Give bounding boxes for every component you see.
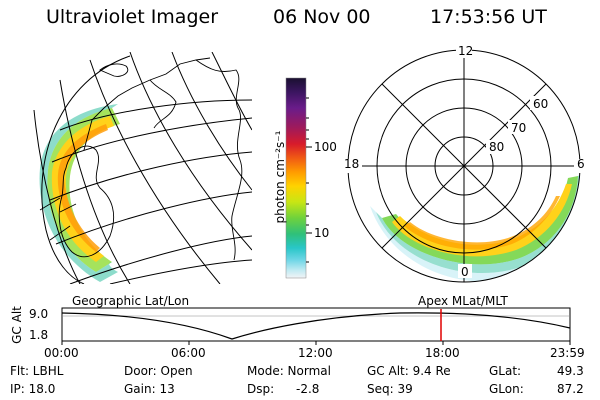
glon-value: 87.2 — [557, 382, 584, 396]
colorbar-tick-100: 100 — [314, 140, 337, 154]
apex-label: Apex MLat/MLT — [418, 294, 508, 308]
glon-info: GLon: — [489, 382, 524, 396]
altitude-curve — [61, 312, 571, 340]
glat-value: 49.3 — [557, 364, 584, 378]
altitude-track — [61, 307, 571, 345]
mlt-label-18: 18 — [344, 157, 360, 171]
colorbar — [285, 77, 312, 279]
mlt-label-6: 6 — [577, 157, 585, 171]
altitude-axis-title: GC Alt — [10, 306, 24, 344]
mlat-label-60: 60 — [533, 97, 549, 111]
colorbar-unit-label: photon cm⁻²s⁻¹ — [273, 130, 287, 224]
dsp-info: Dsp: — [247, 382, 275, 396]
altitude-track-frame — [61, 307, 571, 342]
gain-info: Gain: 13 — [124, 382, 175, 396]
mlt-label-0: 0 — [461, 265, 469, 279]
observation-date: 06 Nov 00 — [273, 6, 371, 28]
colorbar-fill — [285, 77, 307, 279]
time-tick-1800: 18:00 — [425, 346, 460, 360]
mode-info: Mode: Normal — [247, 364, 331, 378]
time-tick-2359: 23:59 — [550, 346, 585, 360]
seq-info: Seq: 39 — [367, 382, 413, 396]
instrument-title: Ultraviolet Imager — [46, 6, 219, 28]
time-tick-1200: 12:00 — [298, 346, 333, 360]
polar-plot — [340, 44, 588, 283]
dsp-value: -2.8 — [296, 382, 320, 396]
altitude-tick-9: 9.0 — [29, 307, 49, 321]
glat-info: GLat: — [489, 364, 522, 378]
ip-info: IP: 18.0 — [10, 382, 56, 396]
door-info: Door: Open — [124, 364, 193, 378]
time-tick-0000: 00:00 — [44, 346, 79, 360]
geographic-map — [33, 52, 252, 284]
geographic-label: Geographic Lat/Lon — [72, 294, 190, 308]
filter-info: Flt: LBHL — [10, 364, 64, 378]
observation-time: 17:53:56 UT — [430, 6, 547, 28]
gc-alt-info: GC Alt: 9.4 Re — [367, 364, 451, 378]
colorbar-tick-10: 10 — [314, 226, 330, 240]
altitude-tick-1-8: 1.8 — [29, 328, 49, 342]
mlat-label-80: 80 — [489, 140, 505, 154]
mlt-label-12: 12 — [458, 44, 474, 58]
time-tick-0600: 06:00 — [171, 346, 206, 360]
mlat-label-70: 70 — [511, 121, 527, 135]
